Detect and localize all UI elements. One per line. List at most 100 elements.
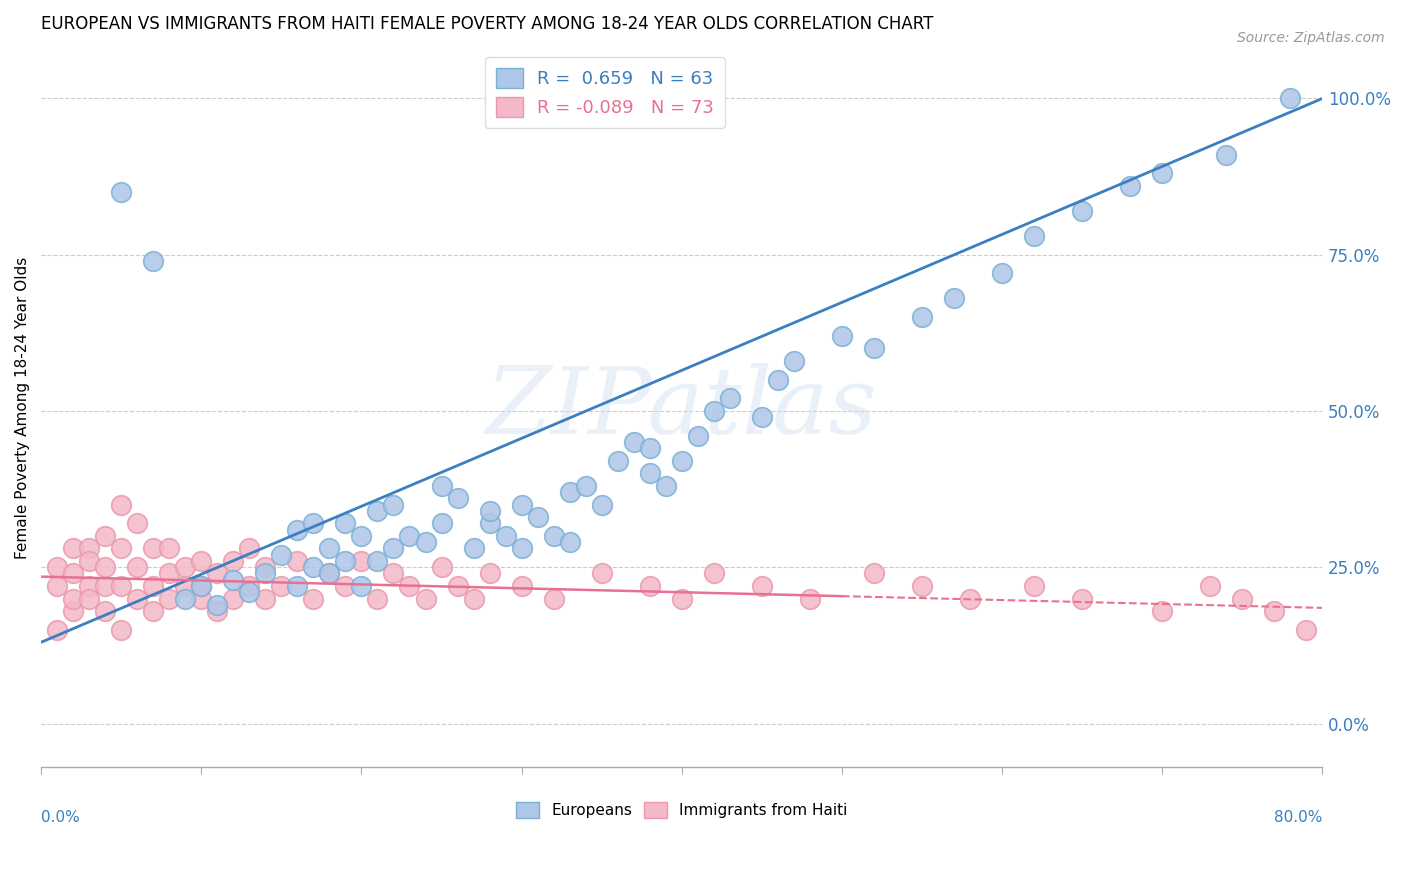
Point [207,604,229,618]
Point [718,392,741,406]
Point [254,560,277,574]
Point [335,554,357,568]
Point [207,566,229,581]
Point [799,591,821,606]
Point [766,373,789,387]
Point [142,254,165,268]
Point [526,510,548,524]
Point [1024,229,1046,244]
Point [302,591,325,606]
Point [751,579,773,593]
Point [157,566,180,581]
Point [1119,178,1142,193]
Point [110,541,132,556]
Point [238,579,260,593]
Point [1232,591,1254,606]
Point [543,591,565,606]
Point [207,598,229,612]
Point [62,591,84,606]
Point [77,579,100,593]
Point [46,579,69,593]
Point [62,541,84,556]
Point [127,516,149,531]
Point [238,541,260,556]
Text: EUROPEAN VS IMMIGRANTS FROM HAITI FEMALE POVERTY AMONG 18-24 YEAR OLDS CORRELATI: EUROPEAN VS IMMIGRANTS FROM HAITI FEMALE… [41,15,934,33]
Point [703,566,725,581]
Point [127,591,149,606]
Point [302,516,325,531]
Point [638,579,661,593]
Point [638,442,661,456]
Point [543,529,565,543]
Point [623,435,645,450]
Point [991,267,1014,281]
Text: ZIPatlas: ZIPatlas [486,363,877,453]
Point [398,579,420,593]
Point [142,541,165,556]
Point [606,454,628,468]
Point [751,410,773,425]
Point [382,541,405,556]
Point [110,185,132,199]
Point [157,541,180,556]
Point [270,548,292,562]
Point [1279,91,1302,105]
Point [238,585,260,599]
Point [190,591,212,606]
Point [430,479,453,493]
Point [350,554,373,568]
Point [415,535,437,549]
Point [318,566,340,581]
Point [510,498,533,512]
Point [366,591,388,606]
Point [110,579,132,593]
Point [671,454,693,468]
Point [77,591,100,606]
Point [510,541,533,556]
Point [190,554,212,568]
Point [94,579,117,593]
Point [863,566,886,581]
Point [157,591,180,606]
Point [863,342,886,356]
Point [478,516,501,531]
Point [1199,579,1222,593]
Point [46,560,69,574]
Point [558,485,581,500]
Point [959,591,981,606]
Point [703,404,725,418]
Point [174,591,197,606]
Point [463,541,485,556]
Y-axis label: Female Poverty Among 18-24 Year Olds: Female Poverty Among 18-24 Year Olds [15,257,30,559]
Point [287,579,309,593]
Point [94,560,117,574]
Point [1263,604,1285,618]
Point [46,623,69,637]
Point [127,560,149,574]
Point [446,579,468,593]
Point [318,541,340,556]
Point [77,541,100,556]
Point [62,604,84,618]
Point [1295,623,1317,637]
Legend: Europeans, Immigrants from Haiti: Europeans, Immigrants from Haiti [510,796,853,824]
Point [478,566,501,581]
Point [318,566,340,581]
Text: 80.0%: 80.0% [1274,811,1323,825]
Point [911,579,934,593]
Point [655,479,678,493]
Point [911,310,934,325]
Point [1215,147,1237,161]
Point [415,591,437,606]
Point [638,467,661,481]
Point [382,498,405,512]
Point [446,491,468,506]
Point [783,354,806,368]
Point [142,604,165,618]
Point [254,591,277,606]
Point [382,566,405,581]
Point [495,529,517,543]
Point [287,523,309,537]
Point [287,554,309,568]
Point [222,554,245,568]
